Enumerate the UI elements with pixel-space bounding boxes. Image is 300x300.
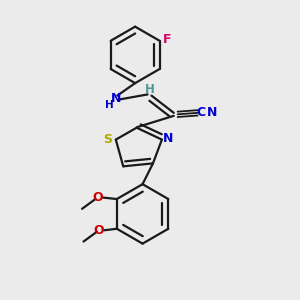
Text: S: S [103,133,112,146]
Text: O: O [92,191,103,204]
Text: N: N [163,132,174,145]
Text: F: F [163,33,171,46]
Text: N: N [207,106,217,119]
Text: H: H [105,100,114,110]
Text: O: O [94,224,104,237]
Text: N: N [111,92,121,105]
Text: H: H [145,83,155,96]
Text: C: C [196,106,205,119]
